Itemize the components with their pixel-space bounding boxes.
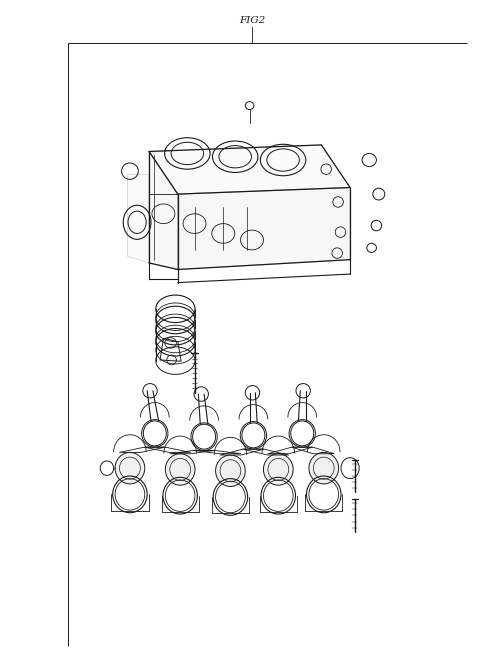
Text: FIG2: FIG2 <box>239 16 265 25</box>
Polygon shape <box>149 145 350 194</box>
Polygon shape <box>178 187 350 269</box>
Ellipse shape <box>165 454 195 485</box>
Ellipse shape <box>309 453 338 484</box>
Ellipse shape <box>216 455 245 486</box>
Ellipse shape <box>264 454 293 485</box>
Ellipse shape <box>115 453 145 484</box>
Polygon shape <box>128 174 149 263</box>
Polygon shape <box>149 152 178 269</box>
